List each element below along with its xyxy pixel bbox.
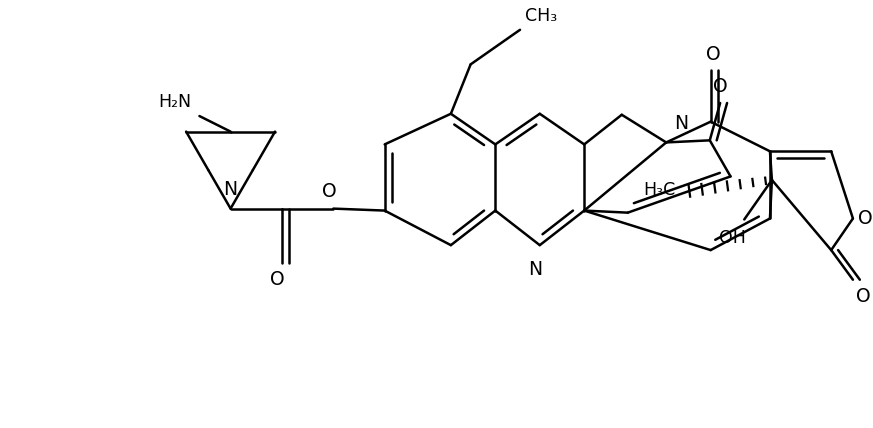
Text: O: O bbox=[322, 182, 337, 201]
Text: H₃C: H₃C bbox=[643, 181, 675, 199]
Text: CH₃: CH₃ bbox=[525, 7, 557, 25]
Text: N: N bbox=[528, 260, 542, 279]
Text: OH: OH bbox=[719, 229, 746, 247]
Text: H₂N: H₂N bbox=[158, 93, 191, 111]
Text: O: O bbox=[713, 77, 727, 96]
Text: O: O bbox=[856, 287, 870, 306]
Text: O: O bbox=[706, 45, 721, 64]
Text: N: N bbox=[223, 180, 237, 199]
Text: O: O bbox=[858, 209, 872, 228]
Text: N: N bbox=[674, 113, 688, 133]
Text: O: O bbox=[270, 270, 285, 289]
